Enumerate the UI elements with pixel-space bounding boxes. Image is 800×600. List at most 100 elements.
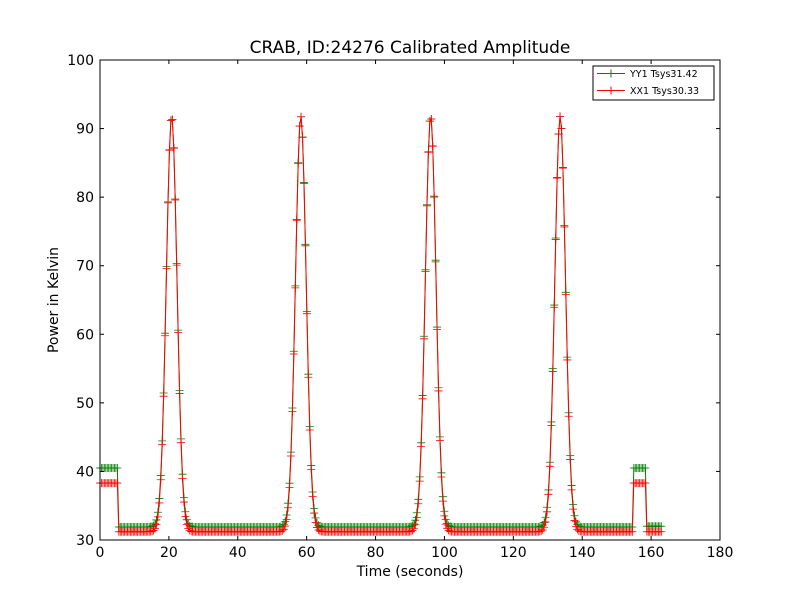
data-point (165, 146, 174, 155)
data-point (152, 520, 161, 529)
x-tick-label: 0 (96, 545, 105, 561)
ticks-layer: 0 20 40 60 80 100 120 140 160 180 30 40 50 60 70 80 90 10… (67, 53, 733, 561)
data-point (161, 331, 170, 340)
data-point (174, 328, 183, 337)
data-point (428, 142, 437, 151)
data-point (421, 267, 430, 276)
data-point (168, 115, 177, 124)
data-point (289, 350, 298, 359)
data-point (297, 112, 306, 121)
data-point (641, 479, 650, 488)
y-tick-label: 90 (76, 122, 94, 138)
x-tick-label: 80 (367, 545, 385, 561)
y-tick-label: 30 (76, 533, 94, 549)
legend: YY1 Tsys31.42 XX1 Tsys30.33 (592, 65, 715, 101)
data-point (412, 513, 421, 522)
data-point (177, 438, 186, 447)
data-point (291, 283, 300, 292)
data-point (566, 455, 575, 464)
data-point (424, 148, 433, 157)
y-tick-label: 50 (76, 396, 94, 412)
data-point (159, 392, 168, 401)
data-point (279, 525, 288, 534)
x-tick-label: 40 (229, 545, 247, 561)
legend-label-xx1: XX1 Tsys30.33 (630, 86, 699, 97)
data-point (553, 174, 562, 183)
legend-marker-yy1 (607, 69, 615, 78)
data-point (433, 325, 442, 334)
data-point (628, 527, 637, 536)
data-point (149, 526, 158, 535)
data-point (547, 421, 556, 430)
data-point (311, 518, 320, 527)
data-point (175, 389, 184, 398)
data-point (166, 116, 175, 125)
data-point (641, 464, 650, 472)
data-point (408, 526, 417, 535)
data-point (567, 485, 576, 494)
data-point (150, 524, 159, 533)
data-point (302, 309, 311, 318)
data-point (541, 517, 550, 526)
data-point (181, 512, 190, 521)
data-point (564, 412, 573, 421)
y-tick-label: 40 (76, 464, 94, 480)
x-tick-label: 180 (707, 545, 734, 561)
x-axis-label: Time (seconds) (356, 564, 464, 580)
data-point (179, 498, 188, 507)
data-point (158, 440, 167, 449)
data-point (288, 407, 297, 416)
data-point (422, 201, 431, 210)
data-point (548, 367, 557, 376)
data-point (440, 511, 449, 520)
data-point (156, 475, 165, 484)
data-point (411, 520, 420, 529)
data-point (543, 507, 552, 516)
data-point (113, 479, 122, 488)
x-tick-label: 20 (160, 545, 178, 561)
data-point (153, 512, 162, 521)
data-point (550, 303, 559, 312)
data-point (113, 464, 122, 472)
data-point (418, 394, 427, 403)
data-point (294, 159, 303, 168)
x-tick-label: 120 (500, 545, 527, 561)
data-point (178, 474, 187, 483)
data-point (558, 164, 567, 173)
data-point (414, 499, 423, 508)
data-point (285, 483, 294, 492)
data-point (304, 373, 313, 382)
data-point (551, 235, 560, 244)
y-tick-label: 100 (67, 53, 94, 69)
data-point (301, 241, 310, 250)
data-point (540, 523, 549, 532)
data-point (434, 386, 443, 395)
data-point (441, 520, 450, 529)
data-point (569, 505, 578, 514)
data-point (409, 524, 418, 533)
data-point (298, 133, 307, 142)
legend-label-yy1: YY1 Tsys31.42 (629, 69, 698, 80)
data-point (420, 334, 429, 343)
x-tick-label: 60 (298, 545, 316, 561)
data-point (182, 520, 191, 529)
data-point (545, 462, 554, 471)
x-tick-label: 160 (638, 545, 665, 561)
data-point (430, 193, 439, 202)
plot-area: 0 20 40 60 80 100 120 140 160 180 30 40 50 60 70 80 90 10… (67, 53, 733, 561)
data-point (556, 112, 565, 121)
x-tick-label: 100 (431, 545, 458, 561)
data-point (281, 522, 290, 531)
x-tick-label: 140 (569, 545, 596, 561)
data-point (554, 130, 563, 139)
legend-marker-xx1 (607, 86, 615, 95)
data-point (563, 355, 572, 364)
data-point (435, 436, 444, 445)
data-point (544, 490, 553, 499)
series-layer (96, 112, 666, 536)
data-point (282, 515, 291, 524)
data-point (308, 492, 317, 501)
axes-frame (99, 59, 721, 541)
data-point (557, 124, 566, 133)
chart-title: CRAB, ID:24276 Calibrated Amplitude (250, 38, 571, 58)
